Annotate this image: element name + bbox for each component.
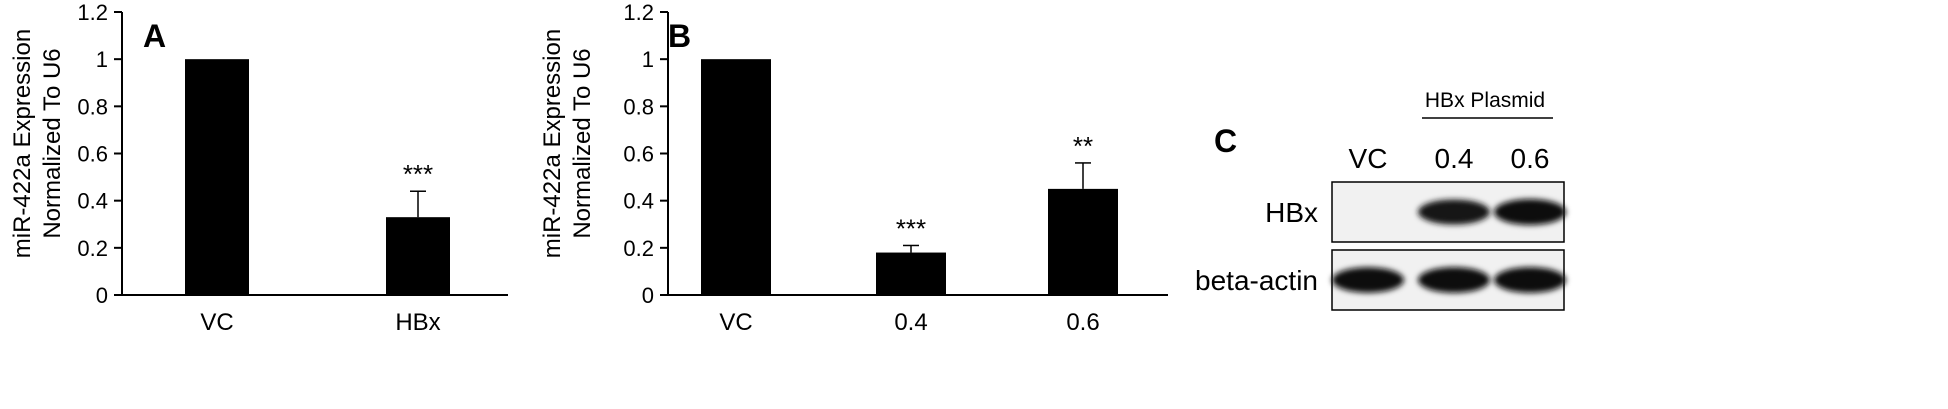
y-tick-label: 0.6 [77, 142, 108, 167]
blot-band [1418, 267, 1490, 293]
significance-label: *** [403, 159, 433, 189]
blot-band [1494, 199, 1566, 225]
y-tick-label: 0.4 [77, 189, 108, 214]
western-blot-c: C HBx Plasmid VC 0.4 0.6 HBx beta-actin [1195, 89, 1566, 311]
y-axis-label: miR-422a Expression Normalized To U6 [9, 29, 66, 258]
bar [701, 59, 771, 295]
y-tick-label: 0.2 [623, 236, 654, 261]
significance-label: ** [1073, 131, 1093, 161]
bar [1048, 188, 1118, 295]
y-tick-label: 1.2 [77, 0, 108, 25]
blot-band [1494, 267, 1566, 293]
y-tick-label: 0.6 [623, 142, 654, 167]
panel-label: A [143, 18, 166, 54]
y-axis-label: miR-422a Expression Normalized To U6 [539, 29, 596, 258]
blot-row-label: beta-actin [1195, 265, 1318, 296]
y-tick-label: 0 [96, 283, 108, 308]
y-tick-label: 1 [96, 47, 108, 72]
y-tick-label: 0.4 [623, 189, 654, 214]
lane-label: 0.6 [1511, 143, 1550, 174]
y-tick-label: 0.8 [77, 94, 108, 119]
y-axis-label-line: Normalized To U6 [569, 48, 596, 238]
bar [386, 217, 450, 295]
y-tick-label: 0 [642, 283, 654, 308]
y-tick-label: 0.8 [623, 94, 654, 119]
lane-label: VC [1349, 143, 1388, 174]
y-axis-label-line: miR-422a Expression [539, 29, 566, 258]
significance-label: *** [896, 213, 926, 243]
x-tick-label: 0.4 [894, 309, 927, 336]
x-tick-label: VC [200, 309, 233, 336]
x-tick-label: VC [719, 309, 752, 336]
blot-band [1332, 267, 1404, 293]
blot-row-label: HBx [1265, 197, 1318, 228]
bar [876, 252, 946, 295]
x-tick-label: 0.6 [1066, 309, 1099, 336]
bar [185, 59, 249, 295]
group-label: HBx Plasmid [1425, 89, 1545, 112]
chart-b: 0 0.2 0.4 0.6 0.8 1 1.2 miR-422a Expression Norm… [539, 0, 1168, 336]
y-axis-label-line: Normalized To U6 [39, 48, 66, 238]
y-axis-label-line: miR-422a Expression [9, 29, 36, 258]
panel-label: B [668, 18, 691, 54]
lane-label: 0.4 [1435, 143, 1474, 174]
blot-band [1418, 199, 1490, 225]
chart-a: 0 0.2 0.4 0.6 0.8 1 1.2 miR-422a Expression Norm… [9, 0, 508, 336]
y-tick-label: 1 [642, 47, 654, 72]
x-tick-label: HBx [395, 309, 440, 336]
panel-label: C [1214, 123, 1237, 159]
y-tick-label: 0.2 [77, 236, 108, 261]
y-tick-label: 1.2 [623, 0, 654, 25]
